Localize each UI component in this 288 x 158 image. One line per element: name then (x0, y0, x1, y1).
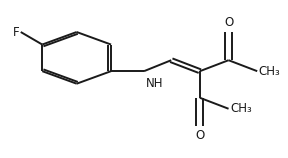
Text: CH₃: CH₃ (259, 65, 281, 78)
Text: F: F (13, 25, 19, 39)
Text: CH₃: CH₃ (230, 102, 252, 115)
Text: O: O (195, 129, 204, 142)
Text: O: O (224, 16, 233, 29)
Text: NH: NH (145, 77, 163, 90)
